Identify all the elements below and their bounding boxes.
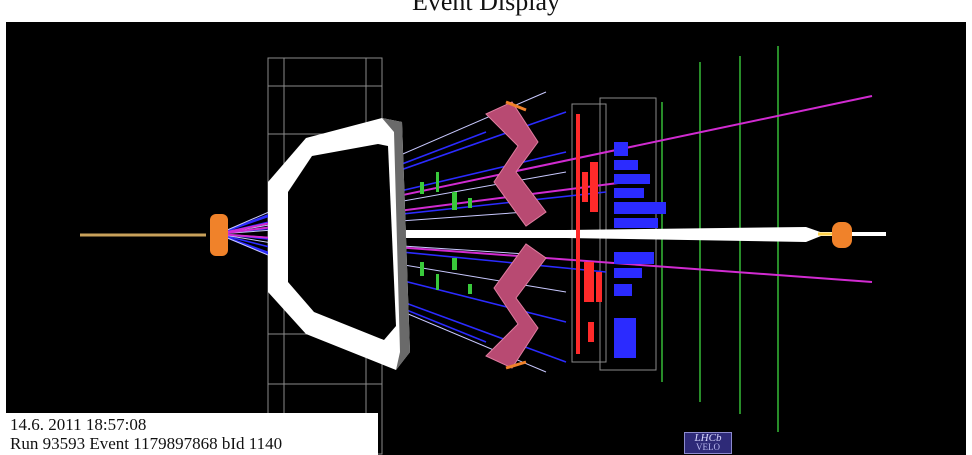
muon-hits xyxy=(614,142,666,358)
title-bar: Event Display xyxy=(0,0,972,22)
rich-mirrors xyxy=(485,100,547,370)
event-info-box: 14.6. 2011 18:57:08 Run 93593 Event 1179… xyxy=(0,413,378,455)
lhcb-logo: LHCb VELO xyxy=(684,432,732,454)
logo-text: LHCb xyxy=(694,432,722,444)
logo-subtext: VELO xyxy=(696,442,720,452)
run-event-id: Run 93593 Event 1179897868 bId 1140 xyxy=(10,434,283,453)
display-title: Event Display xyxy=(411,0,561,16)
dipole-magnet xyxy=(268,118,410,370)
event-display-canvas[interactable] xyxy=(6,22,966,455)
beam-pipe xyxy=(80,227,886,242)
event-datetime: 14.6. 2011 18:57:08 xyxy=(10,415,147,434)
vertex-clusters xyxy=(210,214,886,256)
calorimeter-hits xyxy=(576,114,602,354)
velo-hits xyxy=(420,172,472,294)
